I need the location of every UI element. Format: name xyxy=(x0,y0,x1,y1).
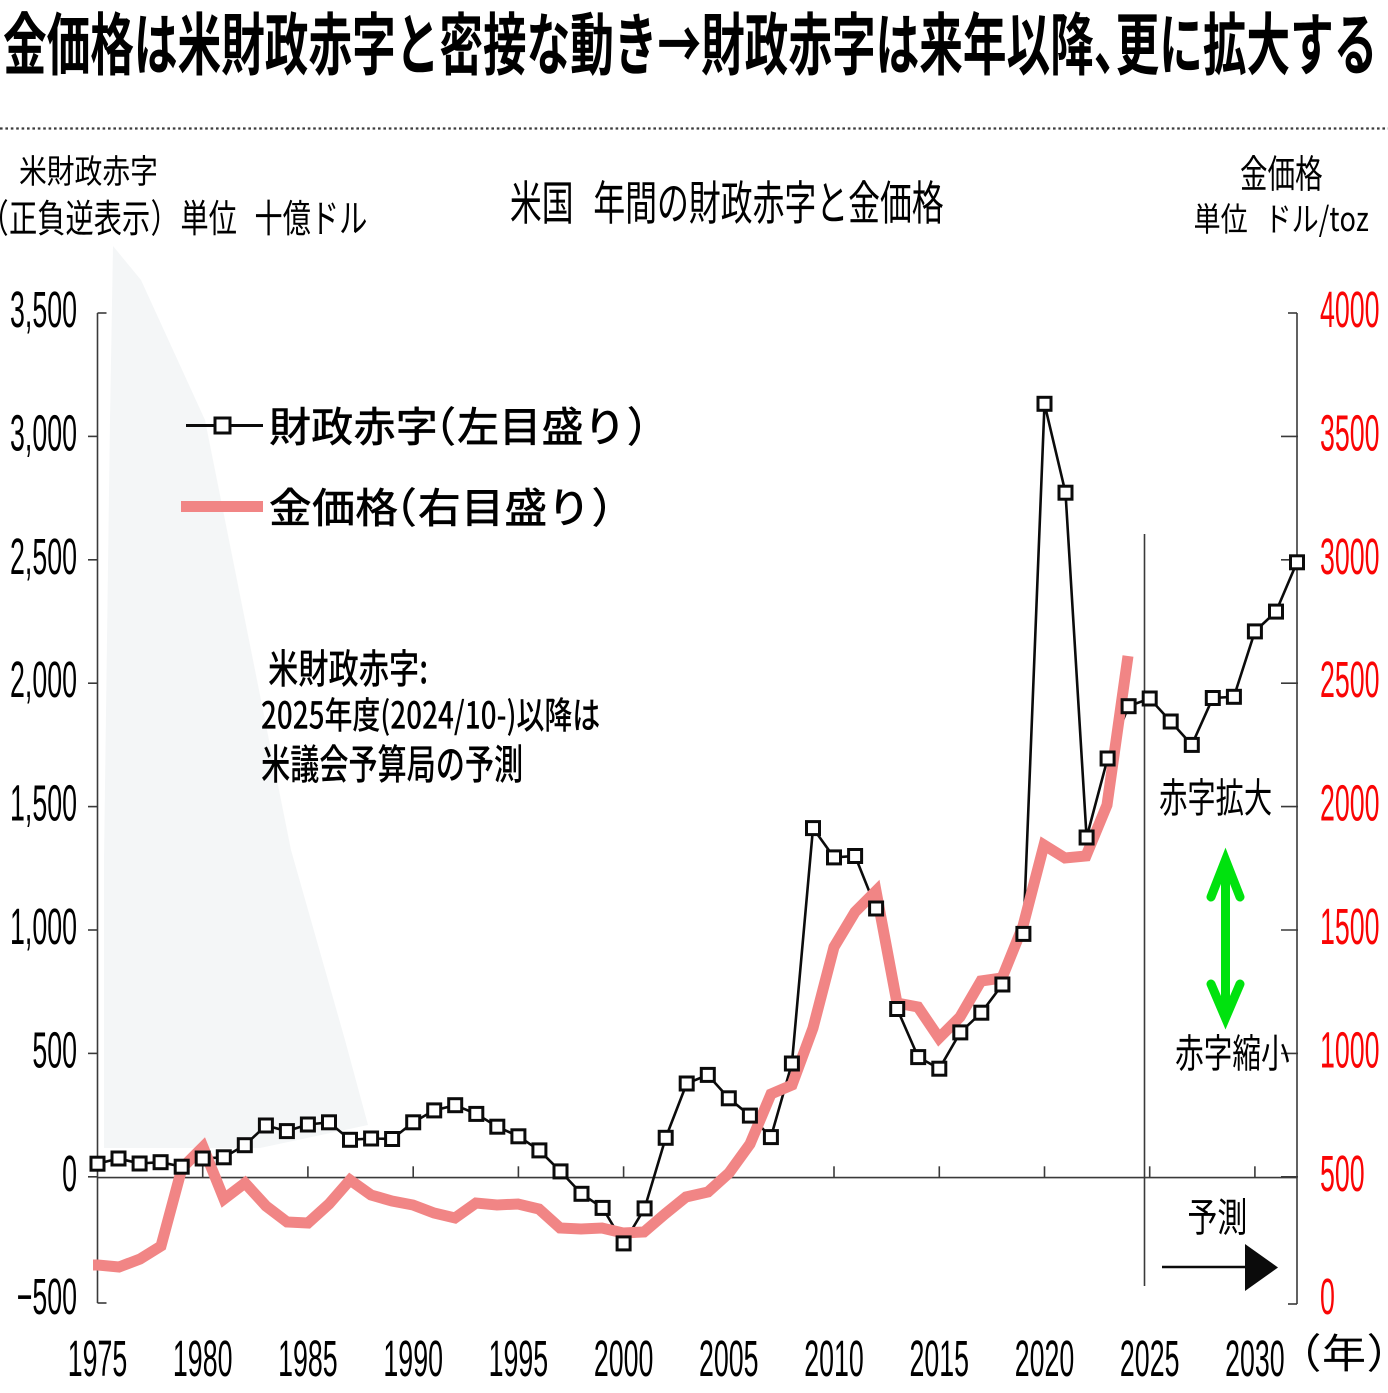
svg-text:2005: 2005 xyxy=(699,1330,759,1388)
svg-text:3,000: 3,000 xyxy=(10,404,77,462)
svg-text:3,500: 3,500 xyxy=(10,281,77,339)
svg-text:4000: 4000 xyxy=(1320,281,1380,339)
svg-text:2025: 2025 xyxy=(1120,1330,1180,1388)
svg-text:2010: 2010 xyxy=(804,1330,864,1388)
svg-text:1990: 1990 xyxy=(383,1330,443,1388)
svg-text:2000: 2000 xyxy=(1320,774,1380,832)
svg-text:1,000: 1,000 xyxy=(10,898,77,956)
svg-text:1975: 1975 xyxy=(68,1330,128,1388)
svg-text:2,000: 2,000 xyxy=(10,651,77,709)
svg-text:3500: 3500 xyxy=(1320,404,1380,462)
svg-text:3000: 3000 xyxy=(1320,527,1380,585)
svg-text:2015: 2015 xyxy=(910,1330,970,1388)
svg-text:2500: 2500 xyxy=(1320,651,1380,709)
svg-text:2000: 2000 xyxy=(594,1330,654,1388)
svg-text:0: 0 xyxy=(62,1144,77,1202)
svg-text:1995: 1995 xyxy=(489,1330,549,1388)
svg-text:2030: 2030 xyxy=(1225,1330,1285,1388)
svg-text:2,500: 2,500 xyxy=(10,527,77,585)
svg-text:1500: 1500 xyxy=(1320,898,1380,956)
svg-text:1985: 1985 xyxy=(278,1330,338,1388)
svg-text:0: 0 xyxy=(1320,1268,1335,1326)
svg-text:500: 500 xyxy=(1320,1144,1365,1202)
svg-text:500: 500 xyxy=(32,1021,77,1079)
svg-text:1,500: 1,500 xyxy=(10,774,77,832)
svg-text:1980: 1980 xyxy=(173,1330,233,1388)
svg-text:2020: 2020 xyxy=(1015,1330,1075,1388)
svg-text:1000: 1000 xyxy=(1320,1021,1380,1079)
svg-text:−500: −500 xyxy=(17,1268,77,1326)
